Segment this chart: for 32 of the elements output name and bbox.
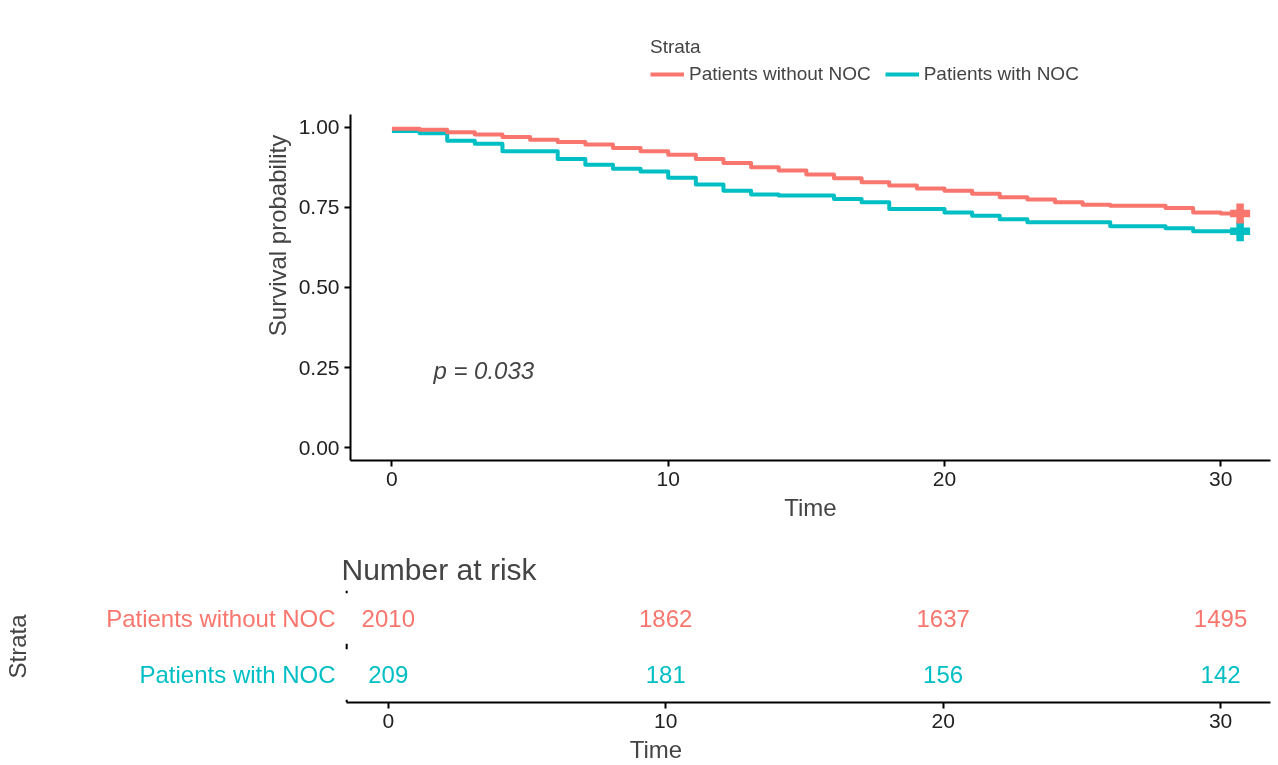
chart-title: Number at risk [341, 552, 538, 586]
x-tick-label: 30 [1208, 708, 1233, 732]
legend-label: Patients without NOC [689, 63, 871, 85]
x-tick-label: 0 [386, 466, 398, 490]
x-axis-title: Time [784, 493, 837, 521]
data-label: 2010 [361, 605, 415, 632]
legend-label: Patients with NOC [923, 63, 1079, 85]
x-tick-label: 20 [931, 708, 955, 732]
x-tick-label: 10 [656, 466, 680, 490]
annotation: p = 0.033 [432, 356, 535, 384]
y-tick-label: 0.25 [298, 355, 340, 379]
data-label: 1637 [916, 605, 970, 632]
y-tick-label: 0.00 [298, 435, 340, 459]
y-tick-label: Patients with NOC [139, 661, 336, 688]
y-axis-title: Survival probability [263, 134, 291, 337]
data-label: 209 [368, 661, 409, 688]
x-axis-title: Time [629, 735, 683, 763]
y-tick-label: 0.50 [298, 275, 340, 299]
y-tick-label: Patients without NOC [106, 605, 336, 632]
data-label: 181 [645, 661, 686, 688]
data-label: 1495 [1193, 605, 1248, 632]
data-label: 1862 [639, 605, 693, 632]
data-label: 142 [1200, 661, 1241, 688]
legend-title: Strata [650, 36, 702, 58]
y-axis-title: Strata [3, 613, 31, 679]
x-tick-label: 10 [654, 708, 678, 732]
y-tick-label: 0.75 [298, 195, 340, 219]
x-tick-label: 0 [382, 708, 395, 732]
data-label: 156 [923, 661, 964, 688]
x-tick-label: 30 [1209, 466, 1233, 490]
x-tick-label: 20 [932, 466, 957, 490]
y-tick-label: 1.00 [298, 115, 340, 139]
